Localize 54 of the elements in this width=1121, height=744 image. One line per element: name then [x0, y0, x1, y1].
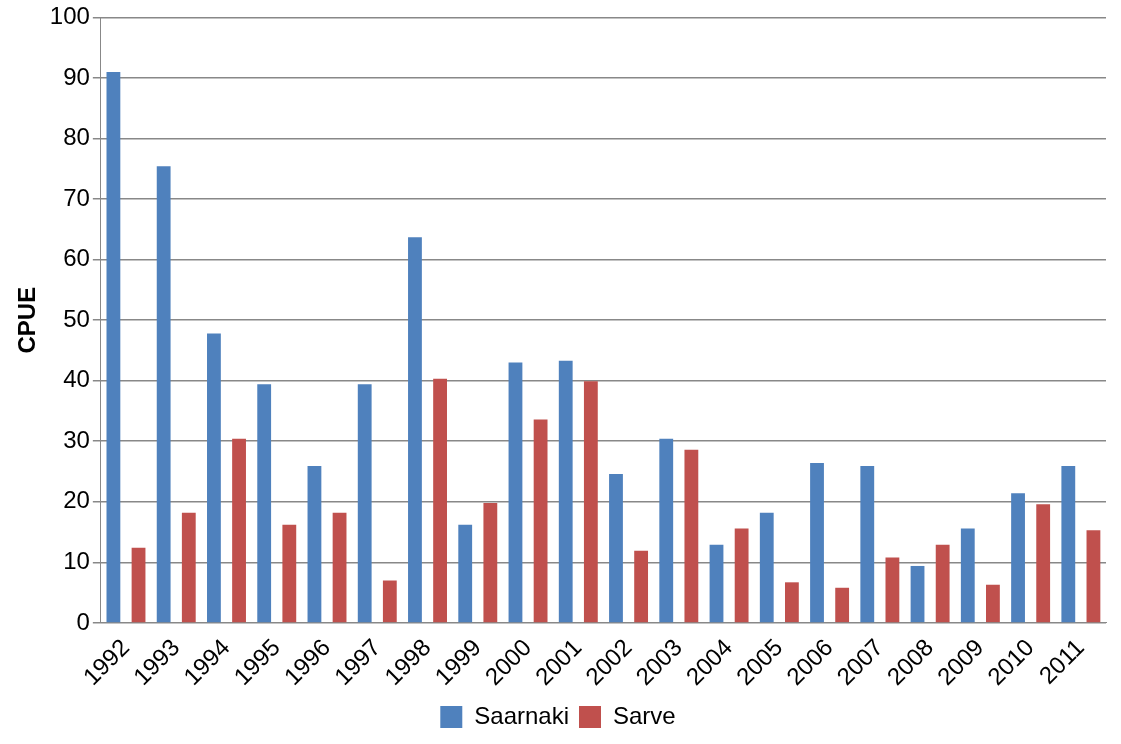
- bar: [307, 466, 322, 623]
- bar: [207, 333, 221, 623]
- y-tick-label: 90: [63, 62, 90, 90]
- bar: [433, 378, 447, 623]
- bar: [734, 528, 749, 623]
- bar: [659, 438, 674, 623]
- bar: [181, 512, 196, 623]
- bar: [131, 547, 146, 623]
- bar: [1061, 466, 1076, 623]
- y-tick-label: 60: [63, 244, 90, 272]
- bar: [784, 582, 799, 623]
- bar: [156, 166, 171, 623]
- y-tick-label: 70: [63, 183, 90, 211]
- bar: [508, 362, 523, 623]
- legend-label: Sarve: [613, 701, 676, 729]
- bar: [986, 584, 1000, 623]
- bar: [483, 503, 498, 623]
- bar: [558, 360, 573, 623]
- bar: [910, 565, 925, 623]
- bar: [106, 71, 121, 623]
- bar: [408, 237, 422, 623]
- bar: [885, 557, 900, 623]
- bar: [583, 381, 598, 623]
- y-tick-label: 40: [63, 365, 90, 393]
- bar: [810, 463, 824, 623]
- bar: [382, 580, 397, 623]
- bar: [709, 544, 724, 623]
- bar: [860, 466, 875, 623]
- bar: [684, 449, 699, 623]
- bar: [533, 419, 548, 623]
- bar: [835, 587, 850, 623]
- y-tick-label: 30: [63, 425, 90, 453]
- bar: [1036, 504, 1051, 623]
- bar: [332, 512, 347, 623]
- y-tick-label: 20: [63, 486, 90, 514]
- bar: [1011, 493, 1025, 623]
- bar: [458, 524, 473, 623]
- bar: [960, 528, 975, 623]
- bar: [759, 512, 774, 623]
- bar: [935, 544, 950, 623]
- y-tick-label: 80: [63, 123, 90, 151]
- legend-label: Saarnaki: [474, 701, 570, 729]
- y-tick-label: 10: [63, 546, 90, 574]
- bar: [257, 384, 272, 623]
- bar: [1086, 530, 1101, 623]
- y-axis-title: CPUE: [13, 286, 41, 354]
- y-tick-label: 100: [49, 2, 90, 30]
- bar: [282, 524, 297, 623]
- y-tick-label: 50: [63, 304, 90, 332]
- bar: [357, 384, 372, 623]
- bar: [634, 550, 649, 623]
- y-tick-label: 0: [76, 607, 90, 635]
- bar: [232, 438, 246, 623]
- bar: [609, 473, 623, 623]
